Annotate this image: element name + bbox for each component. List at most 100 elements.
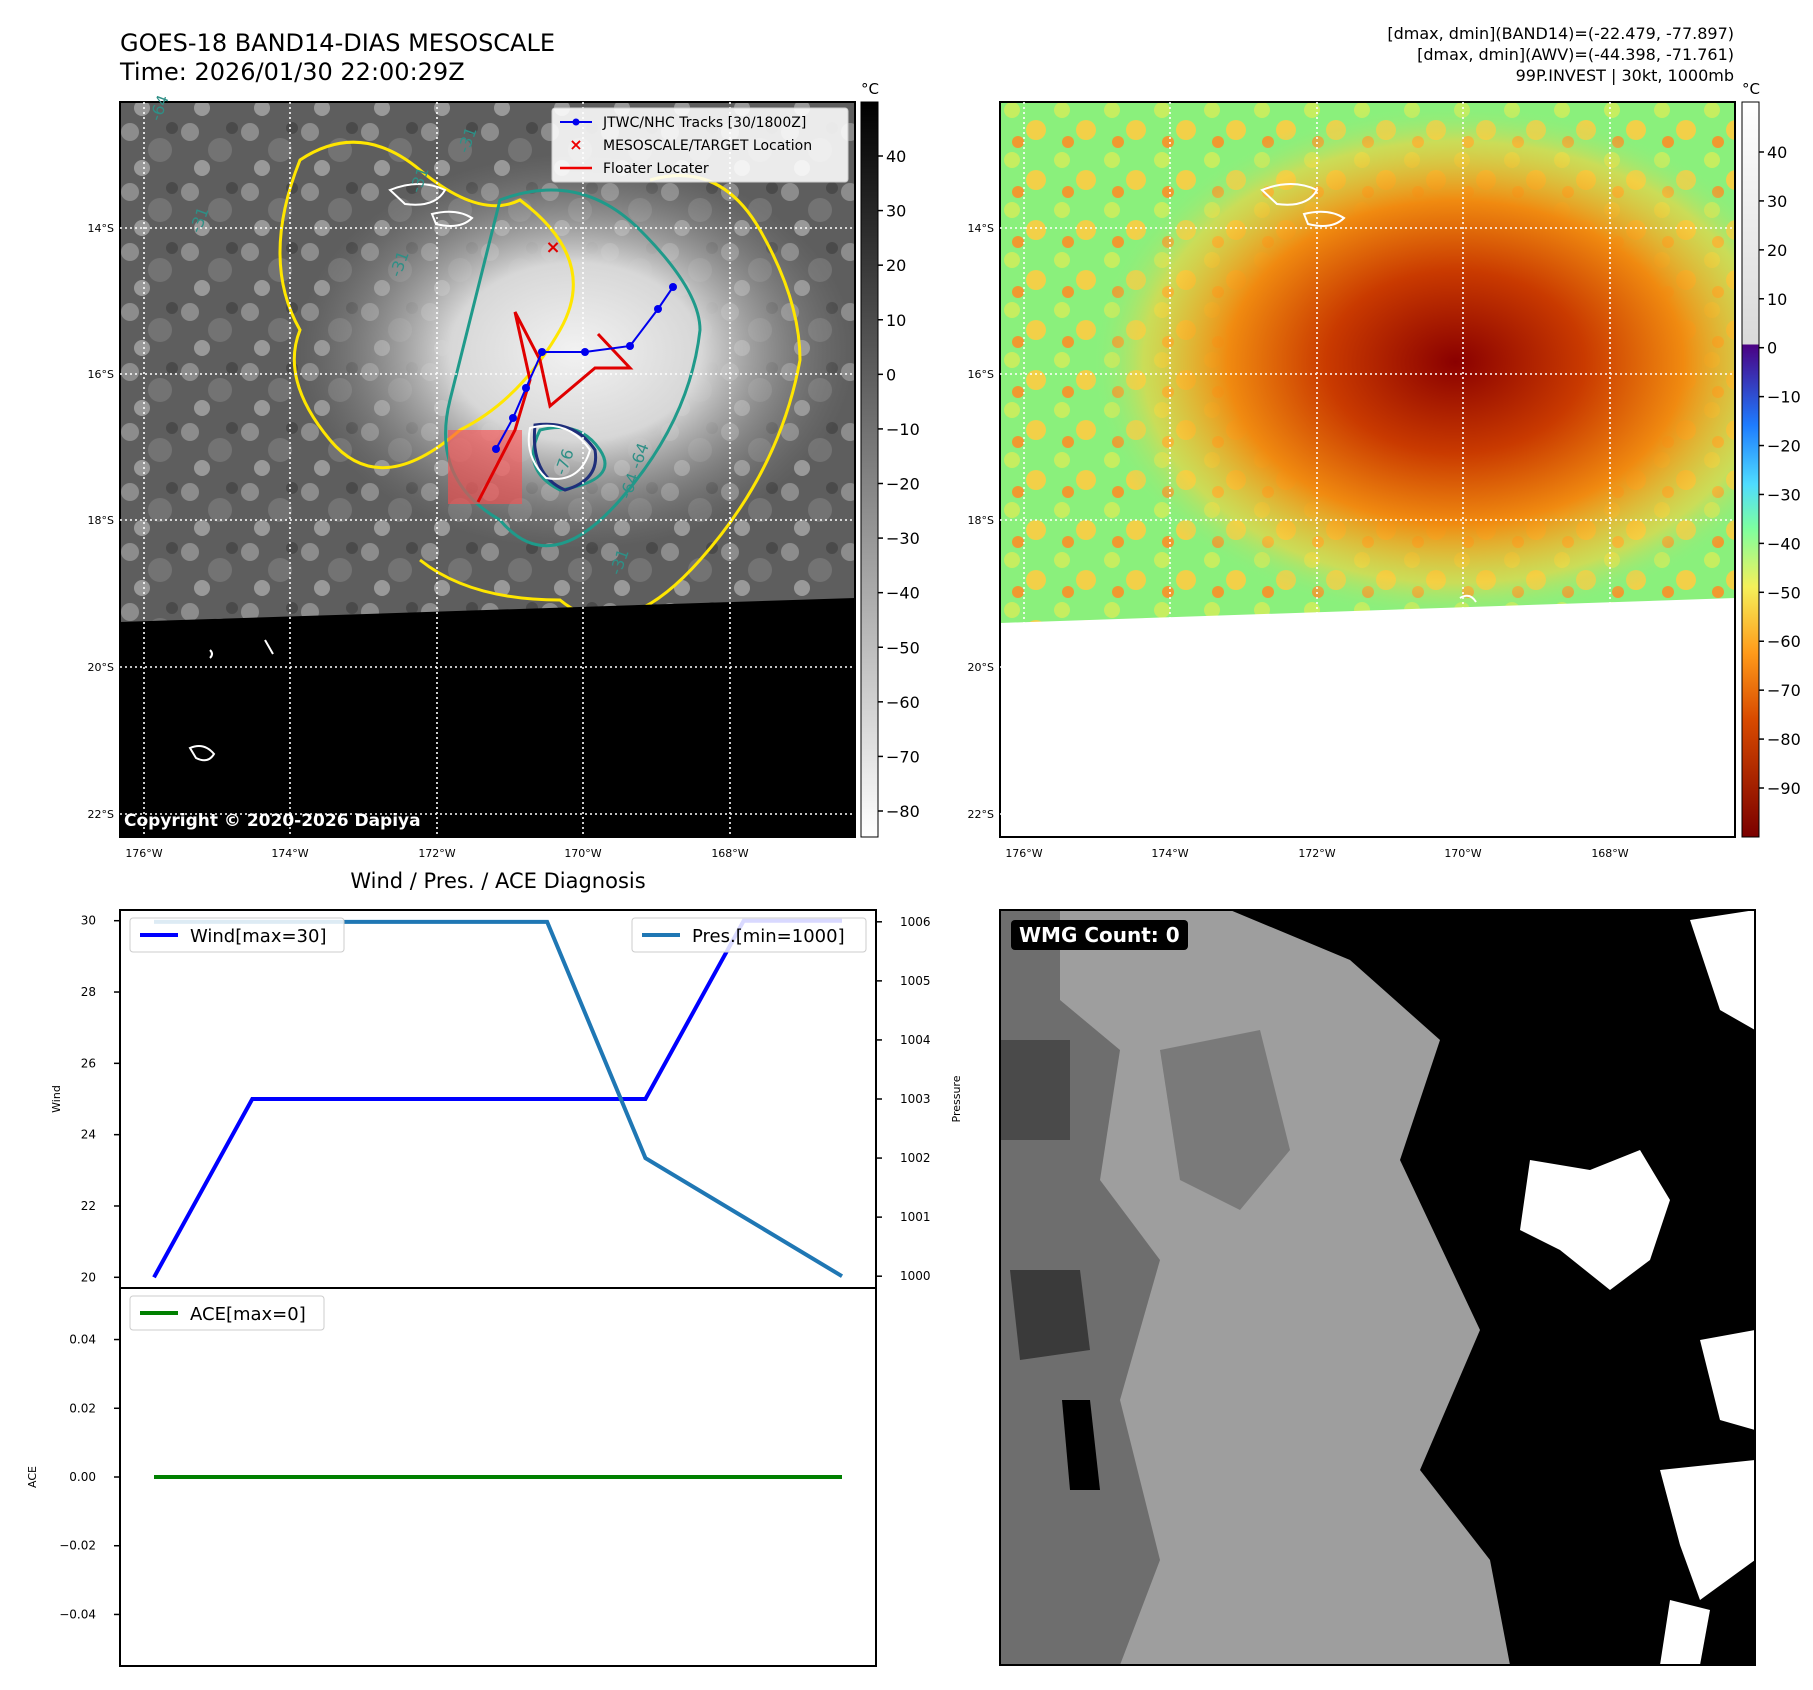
figure-title: GOES-18 BAND14-DIAS MESOSCALE [120,29,555,57]
awv-colorbar-tick-label: 10 [1767,290,1787,309]
wmg-frame [999,909,1756,1666]
wind-tick-label: 24 [81,1128,96,1142]
legend-track-dot [572,118,580,126]
map-overlay: 14°S 16°S 18°S 20°S 22°S 176°W 174°W 172°W 170°W… [88,92,1735,860]
ace-legend: ACE[max=0] [129,1295,325,1331]
awv-lon-tick: 168°W [1591,847,1628,860]
pressure-tick-label: 1005 [900,974,931,988]
legend-x-icon: × [569,135,582,154]
ir-lon-tick: 174°W [271,847,308,860]
pressure-axis-label: Pressure [950,1075,963,1122]
awv-colorbar-tick-label: 0 [1767,339,1777,358]
jtwc-track-point [581,348,589,356]
wind-tick-label: 22 [81,1199,96,1213]
jtwc-track-point [538,348,546,356]
ace-tick-label: 0.02 [69,1401,96,1415]
stats-line-2: [dmax, dmin](AWV)=(-44.398, -71.761) [1417,45,1734,64]
ir-colorbar-tick-label: 40 [886,147,906,166]
copyright-text: Copyright © 2020-2026 Dapiya [124,811,421,831]
wmg-white-patch-2 [1660,1460,1755,1600]
ir-colorbar-tick-label: −20 [886,475,920,494]
awv-colorbar-tick-label: −80 [1767,730,1801,749]
awv-colorbar-tick-label: −10 [1767,388,1801,407]
awv-colorbar-tick-label: −60 [1767,632,1801,651]
awv-colorbar-tick-label: −30 [1767,485,1801,504]
ace-tick-label: 0.00 [69,1470,96,1484]
wmg-count-badge: WMG Count: 0 [1011,920,1188,950]
wmg-black-strip-left [1062,1400,1100,1490]
jtwc-track-point [626,342,634,350]
awv-colorbar-tick-label: −20 [1767,437,1801,456]
wind-tick-label: 26 [81,1056,96,1070]
awv-no-data [1000,598,1735,837]
pressure-tick-label: 1001 [900,1210,931,1224]
pressure-tick-label: 1004 [900,1033,931,1047]
ir-colorbar-tick-label: 10 [886,311,906,330]
legend-label: MESOSCALE/TARGET Location [603,138,812,154]
ir-yellow-contours [278,140,802,620]
awv-colorbar-tick-label: −90 [1767,779,1801,798]
colorbar-ticks: 40 30 20 10 0 −10 −20 −30 −40 −50 −60 −70 −80 40 30 20 1… [878,143,1801,821]
ir-colorbar-tick-label: −30 [886,529,920,548]
ace-tick-label: −0.04 [59,1607,96,1621]
ace-legend-label: ACE[max=0] [190,1304,306,1325]
diagnosis-marks: 30 28 26 24 22 20 1006 1005 1004 1003 1002 1001 1000… [59,914,930,1622]
pressure-tick-label: 1006 [900,915,931,929]
awv-lat-tick: 20°S [968,661,994,674]
stats-line-1: [dmax, dmin](BAND14)=(-22.479, -77.897) [1387,24,1734,43]
ir-colorbar-tick-label: −60 [886,693,920,712]
wind-legend-frame [129,917,345,953]
awv-lat-tick: 16°S [968,368,994,381]
ir-colorbar-tick-label: −10 [886,420,920,439]
awv-colorbar-tick-label: −50 [1767,583,1801,602]
awv-colorbar-tick-label: −40 [1767,534,1801,553]
awv-lat-tick: 14°S [968,222,994,235]
floater-locater-line [476,311,634,503]
ir-colorbar-tick-label: −70 [886,747,920,766]
awv-coastlines [1260,183,1477,603]
jtwc-track-line [495,286,674,450]
legend-frame [551,107,849,183]
ace-axis-label: ACE [26,1466,39,1488]
ir-map [120,102,855,837]
diagnosis-title: Wind / Pres. / ACE Diagnosis [350,869,645,893]
ir-colorbar-tick-label: −80 [886,802,920,821]
ir-lat-tick: 14°S [88,222,114,235]
pressure-legend: Pres.[min=1000] [631,917,867,953]
awv-colorbar-unit: °C [1742,80,1760,98]
awv-colorbar-tick-label: 40 [1767,143,1787,162]
awv-lon-tick: 172°W [1298,847,1335,860]
stats-line-3: 99P.INVEST | 30kt, 1000mb [1516,66,1734,85]
ir-lon-tick: 172°W [418,847,455,860]
wmg-dark-patch-1 [1000,1040,1070,1140]
jtwc-track-point [492,445,500,453]
wmg-white-patch-3 [1700,1330,1755,1430]
pressure-tick-label: 1002 [900,1151,931,1165]
ir-colorbar-unit: °C [861,80,879,98]
pressure-tick-label: 1000 [900,1269,931,1283]
ir-colorbar-tick-label: −40 [886,584,920,603]
ir-lat-tick: 18°S [88,514,114,527]
ir-lat-tick: 16°S [88,368,114,381]
awv-lat-tick: 22°S [968,808,994,821]
ir-colorbar-tick-label: 20 [886,256,906,275]
wmg-white-patch-1 [1520,1150,1670,1290]
wmg-white-patch-4 [1690,910,1755,1030]
jtwc-track-point [669,283,677,291]
jtwc-track-point [654,305,662,313]
awv-lon-tick: 170°W [1444,847,1481,860]
ir-storm-core [120,102,855,622]
legend-label: JTWC/NHC Tracks [30/1800Z] [602,115,806,131]
ace-tick-label: 0.04 [69,1333,96,1347]
target-location-marker: × [545,237,560,258]
wind-axis-label: Wind [50,1085,63,1113]
wind-tick-label: 28 [81,985,96,999]
pressure-legend-frame [631,917,867,953]
awv-colorbar-tick-label: −70 [1767,681,1801,700]
ir-navy-contour [532,422,598,492]
awv-lon-tick: 174°W [1151,847,1188,860]
ir-lat-tick: 20°S [88,661,114,674]
figure-time: Time: 2026/01/30 22:00:29Z [119,58,465,86]
wind-tick-label: 20 [81,1270,96,1284]
